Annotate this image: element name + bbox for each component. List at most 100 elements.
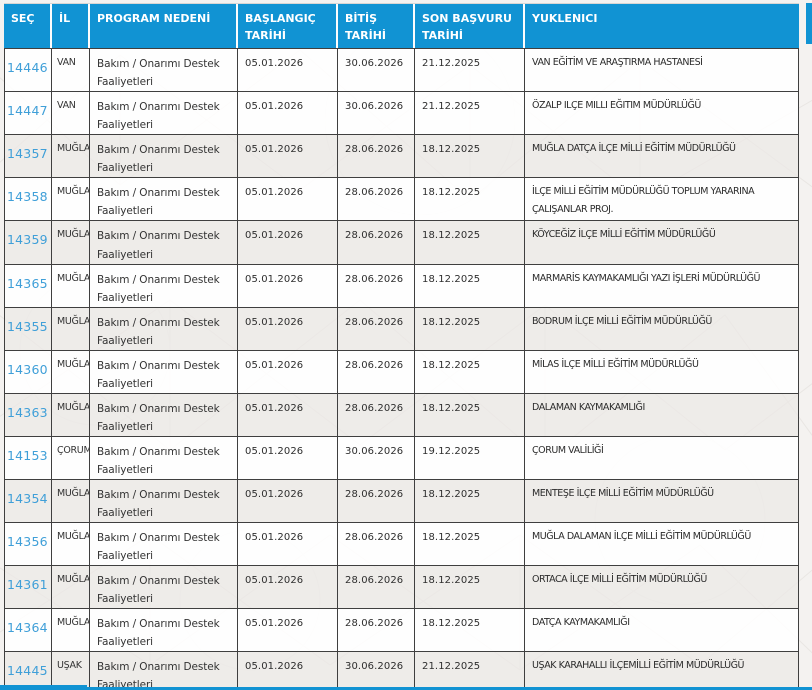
cell-yuklenici: ÇORUM VALİLİĞİ [525,436,799,481]
table-row: 14361 MUĞLA Bakım / Onarımı Destek Faali… [4,566,799,610]
cell-il: MUĞLA [52,609,90,653]
col-header-baslangic-tarihi: BAŞLANGIÇ TARİHİ [238,4,338,49]
cell-bitis-tarihi: 30.06.2026 [338,436,415,481]
cell-son-basvuru-tarihi: 18.12.2025 [415,566,525,610]
record-link[interactable]: 14356 [7,534,48,550]
cell-bitis-tarihi: 28.06.2026 [338,480,415,524]
cell-baslangic-tarihi: 05.01.2026 [238,350,338,394]
table-row: 14447 VAN Bakım / Onarımı Destek Faaliye… [4,92,799,136]
table-row: 14358 MUĞLA Bakım / Onarımı Destek Faali… [4,178,799,222]
cell-son-basvuru-tarihi: 18.12.2025 [415,480,525,524]
cell-program-nedeni: Bakım / Onarımı Destek Faaliyetleri [90,566,238,610]
record-link[interactable]: 14361 [7,577,48,593]
cell-program-nedeni: Bakım / Onarımı Destek Faaliyetleri [90,92,238,136]
cell-bitis-tarihi: 28.06.2026 [338,609,415,653]
cell-son-basvuru-tarihi: 21.12.2025 [415,92,525,136]
col-header-sec: SEÇ [4,4,52,49]
record-link[interactable]: 14354 [7,491,48,507]
cell-program-nedeni: Bakım / Onarımı Destek Faaliyetleri [90,307,238,351]
cell-baslangic-tarihi: 05.01.2026 [238,652,338,690]
cell-il: MUĞLA [52,135,90,179]
cell-sec: 14364 [4,609,52,653]
cell-bitis-tarihi: 28.06.2026 [338,307,415,351]
cell-il: MUĞLA [52,523,90,567]
table-row: 14363 MUĞLA Bakım / Onarımı Destek Faali… [4,393,799,437]
cell-baslangic-tarihi: 05.01.2026 [238,92,338,136]
cell-sec: 14360 [4,350,52,394]
col-header-yuklenici: YUKLENICI [525,4,799,49]
cell-bitis-tarihi: 28.06.2026 [338,350,415,394]
cell-baslangic-tarihi: 05.01.2026 [238,135,338,179]
table-header: SEÇ İL PROGRAM NEDENİ BAŞLANGIÇ TARİHİ B… [4,4,799,49]
cell-son-basvuru-tarihi: 19.12.2025 [415,436,525,481]
cell-il: MUĞLA [52,566,90,610]
cell-il: MUĞLA [52,178,90,222]
table-row: 14357 MUĞLA Bakım / Onarımı Destek Faali… [4,135,799,179]
table-row: 14356 MUĞLA Bakım / Onarımı Destek Faali… [4,523,799,567]
cell-yuklenici: MİLAS İLÇE MİLLİ EĞİTİM MÜDÜRLÜĞÜ [525,350,799,394]
cell-yuklenici: DALAMAN KAYMAKAMLIĞI [525,393,799,437]
cell-baslangic-tarihi: 05.01.2026 [238,393,338,437]
cell-sec: 14354 [4,480,52,524]
record-link[interactable]: 14363 [7,404,48,420]
cell-sec: 14365 [4,264,52,308]
cell-sec: 14363 [4,393,52,437]
cell-sec: 14359 [4,221,52,265]
cell-il: MUĞLA [52,393,90,437]
cell-sec: 14153 [4,436,52,481]
cell-program-nedeni: Bakım / Onarımı Destek Faaliyetleri [90,652,238,690]
cell-yuklenici: MARMARİS KAYMAKAMLIĞI YAZI İŞLERİ MÜDÜRL… [525,264,799,308]
record-link[interactable]: 14365 [7,275,48,291]
table-row: 14359 MUĞLA Bakım / Onarımı Destek Faali… [4,221,799,265]
cell-baslangic-tarihi: 05.01.2026 [238,264,338,308]
cell-program-nedeni: Bakım / Onarımı Destek Faaliyetleri [90,135,238,179]
cell-son-basvuru-tarihi: 18.12.2025 [415,609,525,653]
cell-baslangic-tarihi: 05.01.2026 [238,436,338,481]
record-link[interactable]: 14445 [7,663,48,679]
record-link[interactable]: 14360 [7,361,48,377]
cell-baslangic-tarihi: 05.01.2026 [238,48,338,93]
table-row: 14446 VAN Bakım / Onarımı Destek Faaliye… [4,48,799,93]
cell-baslangic-tarihi: 05.01.2026 [238,566,338,610]
record-link[interactable]: 14447 [7,103,48,119]
cell-bitis-tarihi: 28.06.2026 [338,566,415,610]
cell-program-nedeni: Bakım / Onarımı Destek Faaliyetleri [90,480,238,524]
col-header-il: İL [52,4,90,49]
record-link[interactable]: 14358 [7,189,48,205]
record-link[interactable]: 14364 [7,620,48,636]
cell-sec: 14355 [4,307,52,351]
record-link[interactable]: 14153 [7,447,48,463]
cell-program-nedeni: Bakım / Onarımı Destek Faaliyetleri [90,609,238,653]
cell-son-basvuru-tarihi: 18.12.2025 [415,178,525,222]
cell-son-basvuru-tarihi: 21.12.2025 [415,652,525,690]
cell-bitis-tarihi: 28.06.2026 [338,178,415,222]
record-link[interactable]: 14357 [7,146,48,162]
cell-baslangic-tarihi: 05.01.2026 [238,609,338,653]
table-row: 14365 MUĞLA Bakım / Onarımı Destek Faali… [4,264,799,308]
record-link[interactable]: 14359 [7,232,48,248]
col-header-bitis-tarihi: BİTİŞ TARİHİ [338,4,415,49]
record-link[interactable]: 14446 [7,60,48,76]
cell-yuklenici: MENTEŞE İLÇE MİLLİ EĞİTİM MÜDÜRLÜĞÜ [525,480,799,524]
cell-program-nedeni: Bakım / Onarımı Destek Faaliyetleri [90,350,238,394]
cell-program-nedeni: Bakım / Onarımı Destek Faaliyetleri [90,523,238,567]
cell-program-nedeni: Bakım / Onarımı Destek Faaliyetleri [90,393,238,437]
cell-sec: 14446 [4,48,52,93]
cell-son-basvuru-tarihi: 18.12.2025 [415,523,525,567]
cell-son-basvuru-tarihi: 18.12.2025 [415,221,525,265]
cell-il: MUĞLA [52,480,90,524]
cell-yuklenici: DATÇA KAYMAKAMLIĞI [525,609,799,653]
cell-son-basvuru-tarihi: 18.12.2025 [415,393,525,437]
table-body: 14446 VAN Bakım / Onarımı Destek Faaliye… [4,48,799,690]
cell-il: ÇORUM [52,436,90,481]
cell-baslangic-tarihi: 05.01.2026 [238,523,338,567]
record-link[interactable]: 14355 [7,318,48,334]
program-listing-table: SEÇ İL PROGRAM NEDENİ BAŞLANGIÇ TARİHİ B… [4,3,799,690]
cell-yuklenici: KÖYCEĞİZ İLÇE MİLLİ EĞİTİM MÜDÜRLÜĞÜ [525,221,799,265]
cell-yuklenici: VAN EĞİTİM VE ARAŞTIRMA HASTANESİ [525,48,799,93]
cell-program-nedeni: Bakım / Onarımı Destek Faaliyetleri [90,178,238,222]
cell-baslangic-tarihi: 05.01.2026 [238,480,338,524]
cell-sec: 14358 [4,178,52,222]
cell-sec: 14445 [4,652,52,690]
cell-il: MUĞLA [52,221,90,265]
